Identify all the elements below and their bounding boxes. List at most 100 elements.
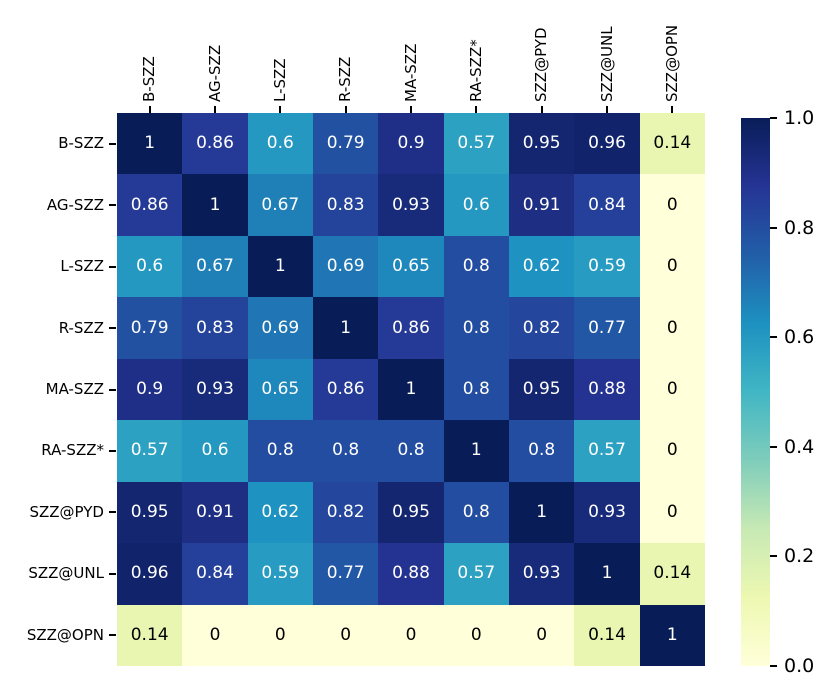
x-tick-mark [279, 106, 282, 113]
heatmap-cell: 0.8 [443, 358, 509, 421]
x-tick-mark [606, 106, 608, 113]
heatmap-cell: 0 [639, 481, 705, 544]
heatmap-cell: 0 [639, 297, 705, 359]
heatmap-cell: 0.95 [117, 481, 183, 544]
heatmap-cell: 1 [574, 543, 640, 605]
heatmap-cell: 0.9 [378, 113, 444, 175]
x-tick-label: SZZ@UNL [597, 26, 616, 102]
heatmap-cell: 0.69 [313, 235, 379, 298]
x-tick-label: SZZ@OPN [662, 24, 681, 102]
x-tick-mark [540, 106, 543, 113]
heatmap-cell: 0 [639, 420, 705, 482]
heatmap-cell: 0.57 [574, 420, 640, 482]
heatmap-cell: 0.93 [509, 543, 575, 605]
colorbar-tick-mark [770, 117, 777, 119]
heatmap-cell: 0.62 [509, 235, 575, 298]
y-tick-label: L-SZZ [60, 257, 104, 276]
heatmap-cell: 0.79 [313, 113, 379, 175]
y-tick-label: B-SZZ [58, 134, 104, 153]
y-tick-label: MA-SZZ [45, 380, 104, 398]
x-tick-label: MA-SZZ [401, 43, 420, 102]
heatmap-cell: 0.93 [378, 174, 444, 236]
heatmap-cell: 0.14 [574, 604, 640, 666]
heatmap-cell: 0.6 [117, 235, 183, 298]
heatmap-cell: 0.8 [443, 297, 509, 359]
heatmap-cell: 0.88 [378, 543, 444, 605]
heatmap-cell: 0.14 [639, 113, 705, 175]
x-tick-mark [671, 106, 674, 113]
heatmap-cell: 0.96 [117, 543, 183, 605]
heatmap-cell: 0.86 [313, 358, 379, 421]
heatmap-cell: 1 [313, 297, 379, 359]
colorbar-tick-mark [770, 336, 777, 339]
x-tick-mark [148, 106, 151, 113]
heatmap-cell: 0.8 [378, 420, 444, 482]
heatmap-cell: 0.96 [574, 113, 640, 175]
x-tick-label: B-SZZ [140, 56, 159, 102]
colorbar-tick-mark [770, 555, 777, 558]
heatmap-cell: 0.83 [313, 174, 379, 236]
heatmap-cell: 1 [509, 481, 575, 544]
y-tick-mark [109, 572, 116, 575]
heatmap-cell: 0.95 [509, 358, 575, 421]
colorbar-tick-label: 0.2 [784, 545, 815, 568]
colorbar-tick-mark [770, 445, 777, 448]
y-tick-mark [109, 142, 116, 145]
y-tick-label: SZZ@OPN [26, 625, 104, 644]
heatmap-cell: 0.57 [443, 543, 509, 605]
heatmap-cell: 0 [247, 604, 313, 666]
heatmap-cell: 0 [378, 604, 444, 666]
heatmap-cell: 0.83 [182, 297, 248, 359]
heatmap-cell: 1 [639, 604, 705, 666]
x-tick-mark [410, 106, 412, 113]
y-tick-mark [109, 511, 116, 514]
heatmap-cell: 0.8 [247, 420, 313, 482]
x-tick-label: SZZ@PYD [532, 27, 551, 102]
heatmap-cell: 0.86 [378, 297, 444, 359]
heatmap-cell: 0.6 [182, 420, 248, 482]
heatmap-cell: 0.65 [247, 358, 313, 421]
heatmap-cell: 1 [378, 358, 444, 421]
x-tick-label: R-SZZ [336, 56, 355, 102]
heatmap-cell: 0.93 [182, 358, 248, 421]
x-tick-label: AG-SZZ [205, 44, 224, 102]
heatmap-cell: 0.65 [378, 235, 444, 298]
heatmap-cell: 0.88 [574, 358, 640, 421]
heatmap-cell: 0 [182, 604, 248, 666]
heatmap-cell: 0.67 [247, 174, 313, 236]
y-tick-label: AG-SZZ [46, 195, 104, 214]
heatmap-cell: 0.82 [509, 297, 575, 359]
y-tick-label: SZZ@UNL [28, 564, 104, 583]
colorbar-tick-label: 0.6 [784, 326, 815, 349]
heatmap-cell: 0.8 [509, 420, 575, 482]
x-tick-mark [344, 106, 347, 113]
heatmap-cell: 0.62 [247, 481, 313, 544]
heatmap-cell: 0.79 [117, 297, 183, 359]
y-tick-label: SZZ@PYD [29, 502, 104, 521]
heatmap-cell: 0.82 [313, 481, 379, 544]
y-tick-label: R-SZZ [58, 318, 104, 337]
heatmap-cell: 0.14 [639, 543, 705, 605]
heatmap-cell: 0 [509, 604, 575, 666]
heatmap-cell: 0.77 [574, 297, 640, 359]
colorbar-tick-mark [770, 226, 777, 229]
heatmap-cell: 0 [639, 174, 705, 236]
colorbar-tick-label: 0.0 [784, 655, 815, 677]
colorbar-tick-mark [770, 665, 777, 667]
heatmap-cell: 0.95 [509, 113, 575, 175]
heatmap-cell: 0.95 [378, 481, 444, 544]
heatmap-cell: 0.9 [117, 358, 183, 421]
colorbar-tick-label: 0.4 [784, 435, 815, 458]
heatmap-cell: 0.93 [574, 481, 640, 544]
y-tick-mark [109, 634, 116, 637]
heatmap-grid: 1 0.86 0.6 0.79 0.9 0.57 0.95 0.96 0.14 0.86 1 0.67… [117, 113, 705, 666]
y-tick-mark [109, 204, 116, 207]
heatmap-cell: 0.86 [182, 113, 248, 175]
heatmap-cell: 0.86 [117, 174, 183, 236]
x-tick-label: L-SZZ [270, 58, 289, 102]
heatmap-cell: 1 [117, 113, 183, 175]
heatmap-cell: 0.8 [313, 420, 379, 482]
heatmap-cell: 0.91 [509, 174, 575, 236]
heatmap-cell: 0.6 [443, 174, 509, 236]
